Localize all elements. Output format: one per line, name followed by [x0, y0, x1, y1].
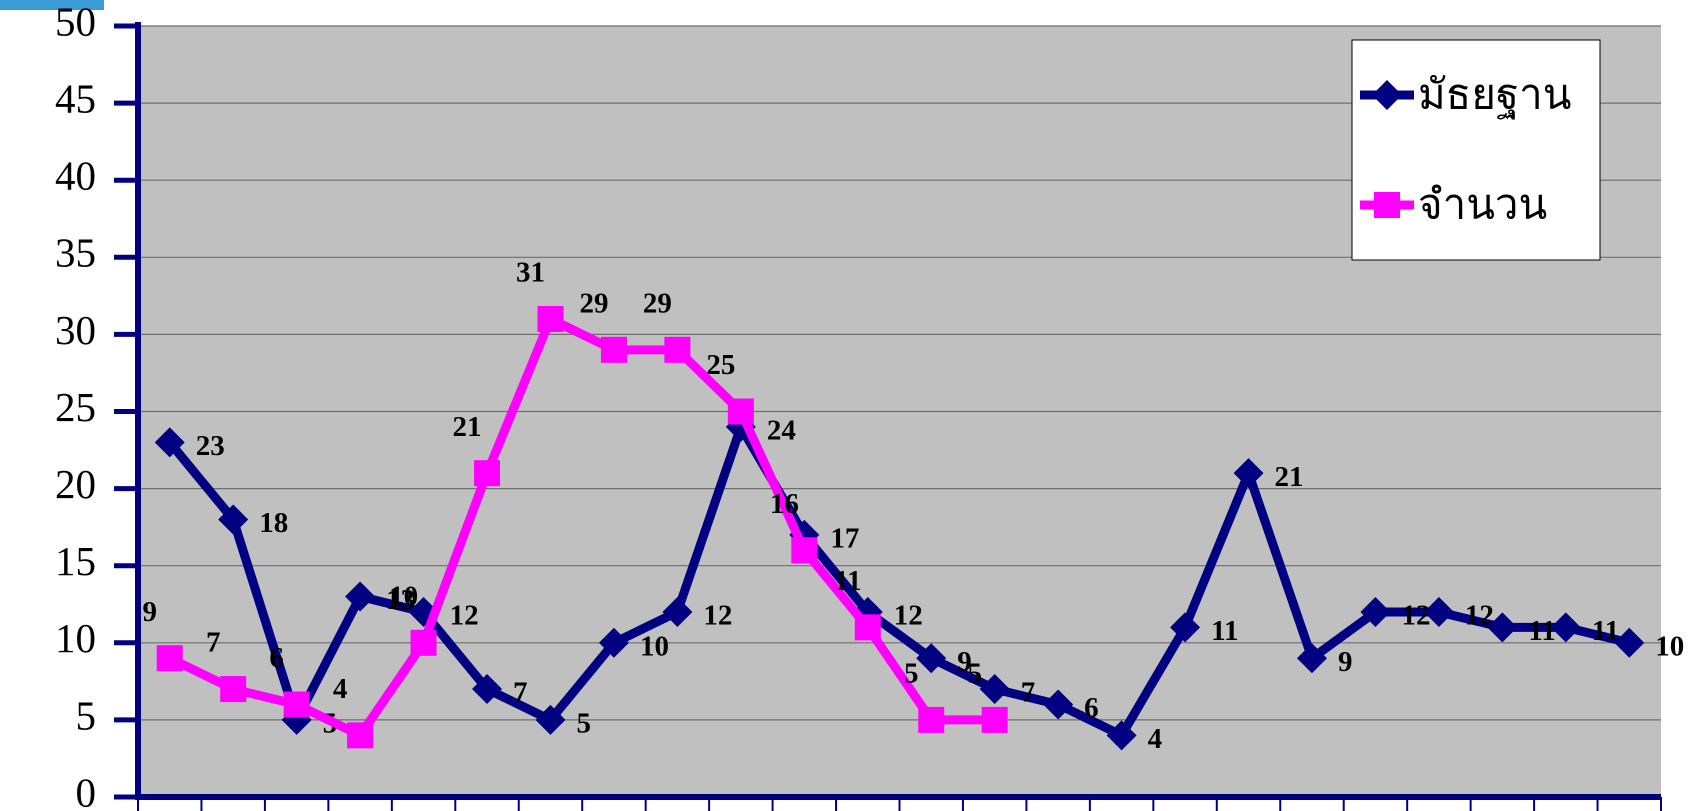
- data-point: [537, 305, 564, 332]
- data-point: [535, 704, 566, 735]
- y-tick-label: 25: [55, 384, 96, 430]
- data-point: [218, 504, 249, 535]
- data-point: [600, 336, 627, 363]
- data-label: 7: [1021, 677, 1036, 709]
- data-point: [347, 722, 374, 749]
- data-label: 24: [767, 415, 796, 447]
- y-tick-label: 45: [55, 76, 96, 122]
- data-label: 11: [834, 565, 861, 597]
- data-label: 12: [450, 600, 479, 632]
- data-point: [1614, 627, 1645, 658]
- legend-label: มัธยฐาน: [1418, 70, 1571, 120]
- y-tick-label: 10: [55, 615, 96, 661]
- data-point: [791, 537, 818, 564]
- data-label: 7: [513, 677, 528, 709]
- data-label: 5: [904, 658, 919, 690]
- data-label: 12: [894, 600, 923, 632]
- y-tick-label: 35: [55, 230, 96, 276]
- data-label: 5: [576, 708, 591, 740]
- y-tick-label: 50: [55, 0, 96, 44]
- data-point: [662, 596, 693, 627]
- data-point: [345, 581, 376, 612]
- corner-artifact: [0, 0, 104, 10]
- data-label: 10: [1655, 630, 1684, 662]
- legend-marker: [1374, 192, 1400, 218]
- data-label: 25: [706, 349, 735, 381]
- data-label: 4: [333, 673, 348, 705]
- y-tick-label: 15: [55, 538, 96, 584]
- data-label: 21: [453, 411, 482, 443]
- data-point: [220, 676, 247, 703]
- data-label: 5: [967, 658, 982, 690]
- data-label: 10: [389, 580, 418, 612]
- data-label: 6: [269, 642, 284, 674]
- data-point: [1487, 612, 1518, 643]
- data-point: [1106, 720, 1137, 751]
- data-point: [156, 645, 183, 672]
- data-label: 17: [830, 523, 859, 555]
- data-point: [981, 706, 1008, 733]
- y-tick-label: 0: [76, 769, 97, 811]
- data-point: [472, 674, 503, 705]
- data-label: 21: [1275, 461, 1304, 493]
- data-label: 9: [957, 646, 972, 678]
- data-label: 29: [579, 287, 608, 319]
- legend-label: จำนวน: [1418, 180, 1547, 229]
- data-point: [1233, 458, 1264, 489]
- data-point: [916, 643, 947, 674]
- data-label: 9: [142, 596, 157, 628]
- y-tick-label: 5: [76, 692, 97, 738]
- data-label: 12: [703, 600, 732, 632]
- data-label: 18: [259, 507, 288, 539]
- y-tick-label: 20: [55, 461, 96, 507]
- data-point: [918, 706, 945, 733]
- data-point: [1296, 643, 1327, 674]
- data-point: [154, 427, 185, 458]
- data-point: [854, 614, 881, 641]
- data-label: 4: [1148, 723, 1163, 755]
- data-point: [598, 627, 629, 658]
- data-point: [664, 336, 691, 363]
- data-point: [1043, 689, 1074, 720]
- data-label: 11: [1528, 615, 1555, 647]
- y-tick-label: 40: [55, 153, 96, 199]
- legend-box: [1351, 39, 1601, 261]
- data-point: [474, 460, 501, 487]
- data-label: 12: [1401, 600, 1430, 632]
- data-label: 6: [1084, 692, 1099, 724]
- data-point: [1423, 596, 1454, 627]
- legend-marker: [1372, 80, 1402, 110]
- data-point: [1360, 596, 1391, 627]
- data-point: [979, 674, 1010, 705]
- data-point: [1170, 612, 1201, 643]
- data-label: 31: [516, 257, 545, 289]
- data-label: 16: [770, 488, 799, 520]
- data-point: [410, 629, 437, 656]
- data-point: [1550, 612, 1581, 643]
- y-tick-label: 30: [55, 307, 96, 353]
- data-label: 7: [206, 627, 221, 659]
- data-label: 9: [1338, 646, 1353, 678]
- data-point: [283, 691, 310, 718]
- data-label: 29: [643, 287, 672, 319]
- data-point: [727, 398, 754, 425]
- data-label: 11: [1211, 615, 1238, 647]
- data-label: 23: [196, 430, 225, 462]
- data-label: 11: [1592, 615, 1619, 647]
- data-label: 10: [640, 630, 669, 662]
